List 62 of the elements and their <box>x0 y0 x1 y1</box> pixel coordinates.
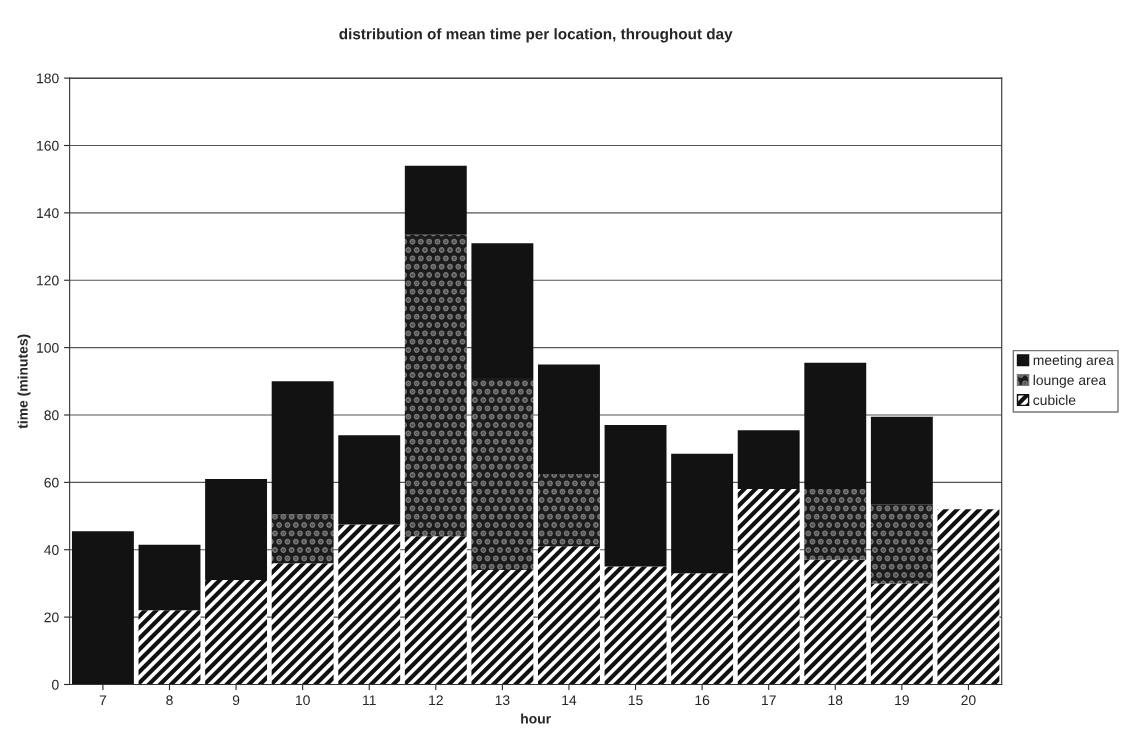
y-tick-label: 100 <box>37 342 59 353</box>
bar <box>538 546 600 685</box>
y-tick-label: 120 <box>37 275 59 286</box>
bar <box>671 453 734 574</box>
y-tick-label: 40 <box>44 545 59 555</box>
bar <box>671 573 734 685</box>
x-tick-label: 8 <box>166 695 173 706</box>
bar <box>937 509 1000 685</box>
x-tick-label: 17 <box>762 695 776 705</box>
bar <box>870 416 933 505</box>
bar <box>271 563 334 685</box>
x-axis-title: hour <box>521 713 551 724</box>
bar <box>205 580 268 685</box>
bar <box>138 544 201 611</box>
y-tick-label: 20 <box>44 612 59 623</box>
y-tick-label: 60 <box>44 477 59 488</box>
legend-label: meeting area <box>1033 354 1114 368</box>
x-tick-label: 18 <box>828 695 843 706</box>
y-tick-label: 140 <box>37 208 59 219</box>
bar <box>404 234 467 537</box>
legend-label: cubicle <box>1033 394 1076 406</box>
bar <box>271 514 334 564</box>
bar <box>404 165 467 235</box>
bar <box>471 569 534 685</box>
x-tick-label: 14 <box>562 695 577 705</box>
x-tick-label: 13 <box>495 695 510 706</box>
bar <box>804 489 867 560</box>
legend-label: lounge area <box>1033 374 1107 388</box>
bar <box>471 377 534 570</box>
bar <box>538 364 600 474</box>
x-tick-label: 11 <box>363 695 376 705</box>
bar <box>604 425 667 567</box>
bar <box>737 489 800 685</box>
bar <box>205 478 268 581</box>
y-tick-label: 80 <box>44 410 59 421</box>
x-tick-label: 19 <box>895 695 909 706</box>
bar <box>870 583 933 685</box>
bar <box>404 536 467 685</box>
x-tick-label: 7 <box>99 695 107 705</box>
x-tick-label: 20 <box>961 695 976 706</box>
y-axis-title: time (minutes) <box>17 334 31 429</box>
bar <box>338 524 401 685</box>
x-tick-label: 12 <box>429 695 443 705</box>
bar <box>338 435 401 525</box>
x-tick-label: 9 <box>232 695 240 706</box>
bar <box>870 504 933 584</box>
bar <box>804 362 867 490</box>
y-tick-label: 160 <box>37 140 59 151</box>
y-tick-label: 0 <box>52 679 59 690</box>
x-tick-label: 16 <box>695 695 710 706</box>
bar <box>538 473 600 547</box>
bar <box>471 243 534 378</box>
bar <box>138 610 201 685</box>
bar <box>604 566 667 685</box>
bar <box>737 430 800 490</box>
x-tick-label: 15 <box>628 695 643 706</box>
chart-title: distribution of mean time per location, throughout day <box>339 28 733 43</box>
bar <box>271 381 334 515</box>
bar <box>71 531 134 685</box>
y-tick-label: 180 <box>37 73 59 84</box>
x-tick-label: 10 <box>295 695 310 706</box>
bar <box>804 559 867 685</box>
